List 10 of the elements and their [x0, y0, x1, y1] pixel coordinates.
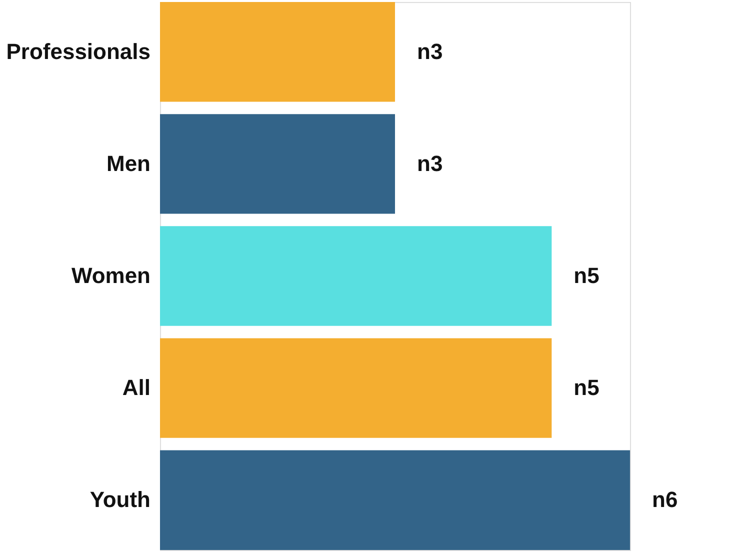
y-tick-label: Youth [90, 487, 150, 512]
data-label: n3 [417, 150, 443, 176]
data-label: n5 [574, 263, 600, 288]
data-label: n5 [574, 375, 600, 400]
y-tick-label: All [122, 375, 150, 400]
y-tick-label: Men [106, 150, 150, 176]
y-tick-label: Professionals [6, 38, 150, 64]
data-label: n6 [652, 487, 678, 512]
y-tick-label: Women [71, 263, 150, 288]
data-label: n3 [417, 38, 443, 64]
